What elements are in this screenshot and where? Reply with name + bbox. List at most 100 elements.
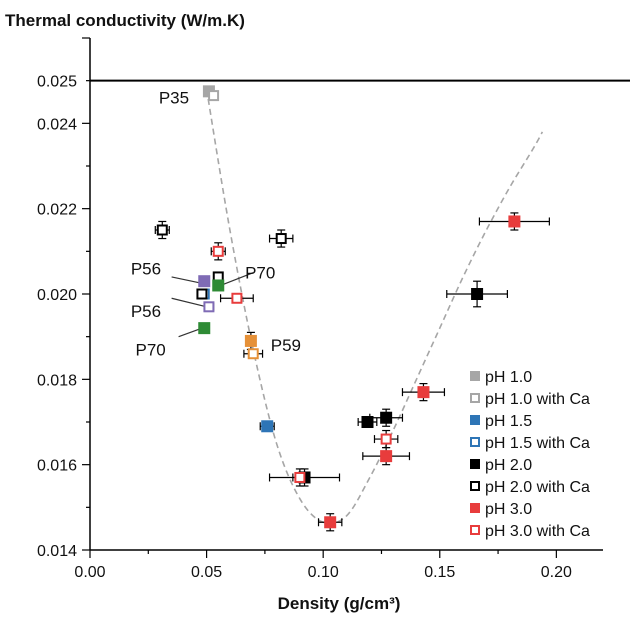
legend-entry: pH 3.0	[470, 501, 532, 518]
annotation-leader-line	[171, 276, 203, 284]
legend-swatch	[470, 415, 480, 425]
legend-label: pH 3.0 with Ca	[485, 523, 590, 540]
legend-swatch	[470, 393, 480, 403]
legend-label: pH 1.0	[485, 369, 532, 386]
annotation-leader-line	[178, 327, 203, 338]
legend-entry: pH 2.0 with Ca	[470, 479, 590, 496]
marker-filled	[417, 386, 430, 399]
x-tick-label: 0.00	[74, 564, 105, 581]
data-point	[219, 292, 254, 304]
point-annotation: P35	[159, 89, 189, 108]
data-point	[198, 322, 211, 335]
marker-filled	[380, 450, 393, 463]
legend-entry: pH 1.0 with Ca	[470, 391, 590, 408]
legend-swatch	[470, 437, 480, 447]
marker-hollow	[156, 224, 168, 236]
data-point	[292, 468, 308, 487]
legend-label: pH 3.0	[485, 501, 532, 518]
marker-filled	[261, 420, 274, 433]
y-ticks: 0.014 0.016 0.018 0.020 0.022 0.024 0.025	[37, 37, 90, 560]
marker-hollow	[231, 292, 243, 304]
x-ticks: 0.00 0.05 0.10 0.15 0.20	[74, 550, 572, 581]
marker-filled	[361, 416, 374, 428]
y-tick-label: 0.020	[37, 287, 77, 304]
legend-label: pH 1.5 with Ca	[485, 435, 590, 452]
legend-swatch	[470, 371, 480, 381]
data-point	[259, 420, 275, 433]
point-annotation: P70	[245, 264, 275, 283]
marker-hollow	[275, 233, 287, 245]
plot-area: P35 P56 P70 P56 P70 P59	[131, 85, 550, 532]
x-tick-label: 0.20	[541, 564, 572, 581]
data-point	[244, 331, 257, 351]
y-tick-label: 0.022	[37, 202, 77, 219]
point-annotation: P56	[131, 259, 161, 278]
data-points	[154, 85, 550, 532]
data-point	[268, 229, 294, 248]
marker-filled	[198, 322, 211, 335]
data-point	[478, 212, 550, 231]
data-point	[446, 280, 508, 308]
legend-swatch	[470, 503, 480, 513]
marker-hollow	[196, 288, 208, 300]
marker-hollow	[203, 301, 215, 313]
data-point	[357, 416, 378, 428]
legend-entry: pH 1.0	[470, 369, 532, 386]
marker-filled	[508, 215, 521, 228]
data-point	[243, 348, 264, 360]
marker-hollow	[208, 90, 220, 102]
legend-label: pH 1.5	[485, 413, 532, 430]
chart-title: Thermal conductivity (W/m.K)	[5, 11, 245, 30]
x-tick-label: 0.10	[308, 564, 339, 581]
marker-hollow	[212, 245, 224, 257]
axes: 0.014 0.016 0.018 0.020 0.022 0.024 0.025 0.00…	[37, 37, 630, 581]
legend-swatch	[470, 459, 480, 469]
data-point	[198, 275, 211, 288]
data-point	[317, 513, 343, 532]
legend-label: pH 2.0	[485, 457, 532, 474]
data-point	[369, 408, 404, 427]
legend-entry: pH 2.0	[470, 457, 532, 474]
data-point	[208, 90, 220, 102]
y-tick-label: 0.018	[37, 372, 77, 389]
legend: pH 1.0 pH 1.0 with Ca pH 1.5 pH 1.5 with Ca…	[470, 369, 590, 540]
legend-entry: pH 3.0 with Ca	[470, 523, 590, 540]
marker-hollow	[247, 348, 259, 360]
data-point	[154, 220, 170, 240]
legend-entry: pH 1.5	[470, 413, 532, 430]
y-tick-label: 0.024	[37, 116, 77, 133]
data-point	[373, 429, 399, 449]
x-tick-label: 0.05	[191, 564, 222, 581]
marker-filled	[471, 288, 484, 300]
legend-label: pH 1.0 with Ca	[485, 391, 590, 408]
marker-filled	[244, 334, 257, 347]
data-point	[362, 447, 411, 466]
data-point	[203, 301, 215, 313]
x-tick-label: 0.15	[424, 564, 455, 581]
marker-hollow	[380, 433, 392, 445]
data-point	[212, 279, 225, 292]
annotation-leader-line	[220, 272, 254, 287]
marker-hollow	[294, 471, 306, 483]
data-point	[210, 242, 226, 261]
point-annotation: P70	[136, 340, 166, 359]
x-axis-label: Density (g/cm³)	[278, 594, 401, 613]
marker-filled	[380, 411, 393, 424]
legend-swatch	[470, 481, 480, 491]
y-tick-label: 0.025	[37, 74, 77, 91]
point-annotation: P56	[131, 302, 161, 321]
marker-filled	[324, 516, 337, 529]
annotations: P35 P56 P70 P56 P70 P59	[131, 89, 301, 360]
legend-swatch	[470, 525, 480, 535]
data-point	[401, 383, 446, 402]
annotation-leader-line	[171, 297, 207, 308]
annotation-leaders	[171, 272, 254, 338]
marker-filled	[212, 279, 225, 292]
marker-filled	[198, 275, 211, 288]
legend-entry: pH 1.5 with Ca	[470, 435, 590, 452]
point-annotation: P59	[271, 336, 301, 355]
data-point	[196, 288, 208, 300]
legend-label: pH 2.0 with Ca	[485, 479, 590, 496]
y-tick-label: 0.014	[37, 543, 77, 560]
